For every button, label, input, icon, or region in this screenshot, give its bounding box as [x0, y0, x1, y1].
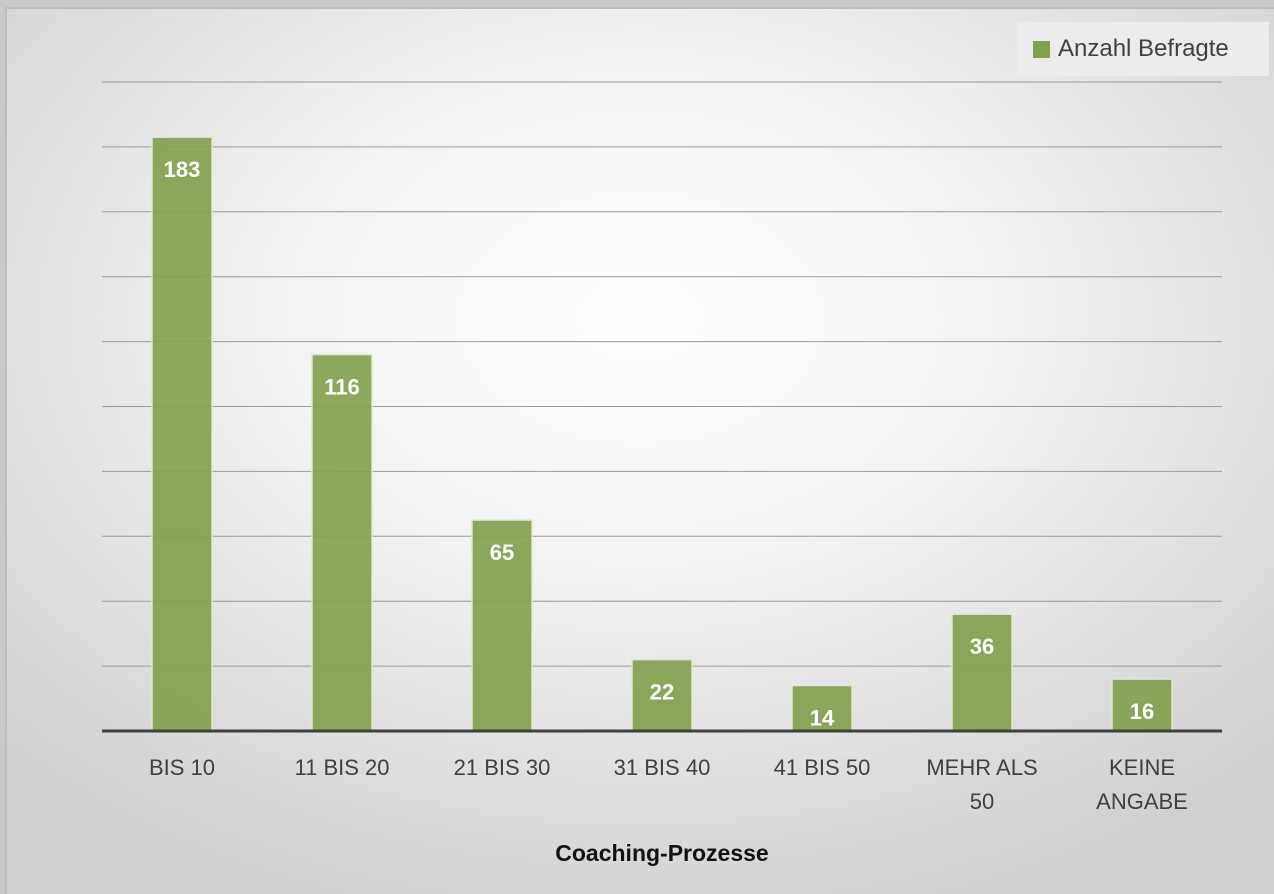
- x-tick-label: ANGABE: [1096, 789, 1188, 814]
- bar-data-label: 183: [164, 157, 201, 182]
- bar-data-label: 22: [650, 680, 674, 705]
- bar-data-label: 14: [810, 706, 835, 731]
- x-tick-label: KEINE: [1109, 755, 1175, 780]
- x-tick-label: BIS 10: [149, 755, 215, 780]
- x-tick-label: 41 BIS 50: [774, 755, 871, 780]
- x-tick-label: 11 BIS 20: [295, 755, 390, 780]
- x-tick-label: 50: [970, 789, 994, 814]
- bar-data-label: 16: [1130, 699, 1154, 724]
- legend: Anzahl Befragte: [1017, 22, 1269, 76]
- legend-swatch: [1033, 41, 1050, 58]
- x-tick-label: MEHR ALS: [926, 755, 1037, 780]
- bars: 183 116 65 22 14 36 16: [152, 137, 1172, 731]
- x-tick-labels: BIS 10 11 BIS 20 21 BIS 30 31 BIS 40 41 BIS …: [149, 755, 1188, 814]
- bar: [312, 355, 372, 731]
- bar: [952, 614, 1012, 731]
- bar-data-label: 116: [324, 375, 360, 400]
- bar-data-label: 36: [970, 634, 994, 659]
- bar-data-label: 65: [490, 540, 514, 565]
- gridlines: [102, 82, 1222, 666]
- x-axis-title: Coaching-Prozesse: [555, 840, 768, 866]
- x-tick-label: 31 BIS 40: [614, 755, 711, 780]
- bar: [152, 137, 212, 731]
- legend-label: Anzahl Befragte: [1058, 35, 1229, 63]
- x-tick-label: 21 BIS 30: [454, 755, 551, 780]
